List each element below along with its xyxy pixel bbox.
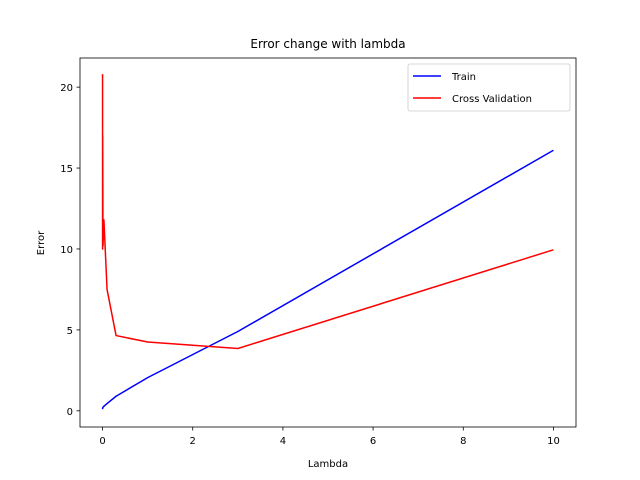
y-tick-label: 20 <box>60 83 73 94</box>
series-layer <box>101 74 554 410</box>
x-tick-label: 8 <box>460 436 466 447</box>
series-line-cross-validation <box>101 74 554 350</box>
legend-label: Train <box>451 72 476 83</box>
y-axis: 0 5 10 15 20 <box>60 83 80 418</box>
y-tick-label: 15 <box>60 164 73 175</box>
plot-frame <box>79 57 577 428</box>
legend-label: Cross Validation <box>452 94 532 105</box>
legend-box <box>407 63 571 112</box>
chart-title: Error change with lambda <box>250 37 405 51</box>
series-line-train <box>101 149 554 410</box>
x-tick-label: 2 <box>190 436 196 447</box>
legend: Train Cross Validation <box>407 63 571 112</box>
x-tick-label: 6 <box>370 436 376 447</box>
x-axis: 0 2 4 6 8 10 <box>99 427 560 447</box>
y-tick-label: 0 <box>67 407 73 418</box>
x-tick-label: 0 <box>99 436 105 447</box>
x-tick-label: 10 <box>547 436 560 447</box>
x-tick-label: 4 <box>280 436 286 447</box>
y-tick-label: 10 <box>60 245 73 256</box>
y-axis-label: Error <box>36 230 47 255</box>
y-tick-label: 5 <box>67 326 73 337</box>
x-axis-label: Lambda <box>308 459 348 470</box>
